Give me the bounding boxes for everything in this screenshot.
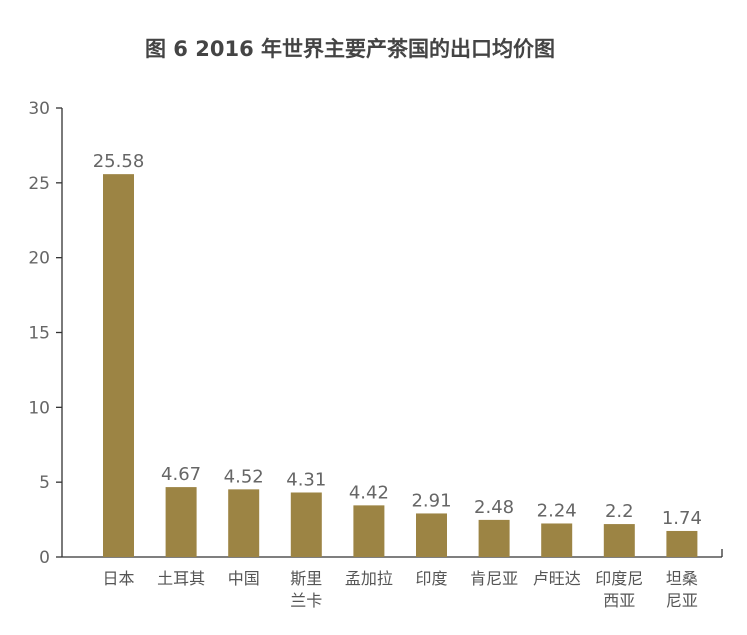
y-tick-label: 20	[28, 249, 50, 269]
x-tick-label: 西亚	[603, 591, 635, 610]
bar	[228, 489, 260, 557]
bar	[290, 492, 322, 557]
x-tick-label: 斯里	[290, 569, 322, 588]
x-tick-label: 印度尼	[595, 569, 643, 588]
x-tick-label: 土耳其	[157, 569, 205, 588]
x-tick-label: 孟加拉	[345, 569, 393, 588]
data-label: 4.31	[286, 469, 326, 490]
x-tick-label: 卢旺达	[533, 569, 581, 588]
bar	[165, 487, 197, 557]
data-label: 4.67	[161, 464, 201, 485]
bar	[603, 524, 635, 557]
bar	[478, 519, 510, 557]
y-tick-label: 25	[28, 174, 50, 194]
data-label: 4.42	[349, 482, 389, 503]
bar	[103, 174, 134, 558]
bar	[416, 513, 447, 557]
data-label: 4.52	[224, 466, 264, 487]
data-label: 2.48	[474, 497, 514, 518]
data-label: 2.24	[537, 500, 577, 521]
bar	[541, 523, 573, 557]
bar	[666, 530, 698, 557]
bar	[353, 505, 385, 557]
y-tick-label: 30	[28, 99, 50, 119]
x-tick-label: 坦桑	[666, 569, 698, 588]
y-tick-label: 0	[39, 548, 50, 568]
data-label: 1.74	[662, 508, 702, 529]
y-tick-label: 10	[28, 398, 50, 418]
y-tick-label: 5	[39, 473, 50, 493]
data-label: 25.58	[93, 151, 145, 172]
x-tick-label: 肯尼亚	[470, 569, 518, 588]
x-tick-label: 兰卡	[290, 591, 322, 610]
chart-title: 图 6 2016 年世界主要产茶国的出口均价图	[145, 37, 555, 61]
x-tick-label: 日本	[102, 569, 134, 588]
x-tick-label: 印度	[415, 569, 447, 588]
y-tick-label: 15	[28, 324, 50, 344]
x-tick-label: 中国	[228, 569, 260, 588]
data-label: 2.2	[605, 501, 634, 522]
data-label: 2.91	[411, 490, 451, 511]
x-tick-label: 尼亚	[666, 591, 698, 610]
